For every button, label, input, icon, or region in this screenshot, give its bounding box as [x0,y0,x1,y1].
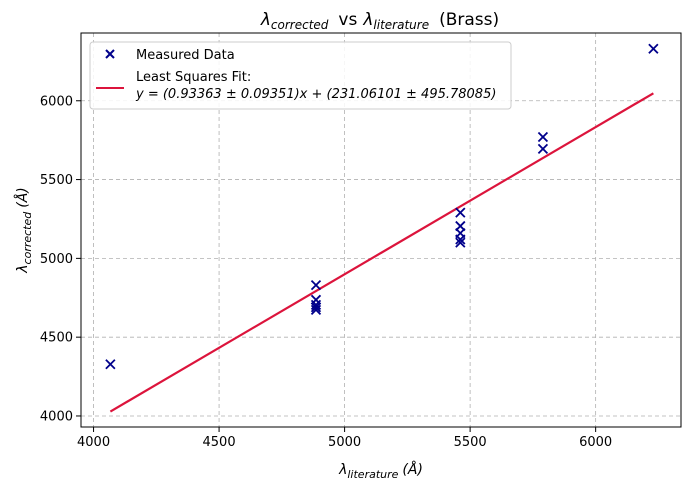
legend-label-fit-line2: y = (0.93363 ± 0.09351)x + (231.06101 ± … [135,87,496,102]
data-point [310,304,322,316]
data-point [105,359,116,370]
x-tick-label: 4500 [203,435,236,450]
x-axis-title: λliterature (Å) [338,461,423,481]
fit-layer [109,92,654,413]
points-layer [105,43,659,370]
y-axis: 4000 4500 5000 5500 6000 [40,94,81,424]
data-point [310,280,322,291]
x-tick-label: 5500 [454,435,487,450]
data-point [310,302,322,313]
data-point [648,43,659,54]
y-tick-label: 4500 [40,331,73,346]
data-point [455,234,466,245]
legend-label-fit-line1: Least Squares Fit: [136,70,251,85]
legend-box [89,41,512,110]
y-tick-label: 6000 [40,94,73,109]
fit-line [109,92,654,413]
data-point [537,143,549,154]
x-tick-label: 5000 [328,435,361,450]
plot-frame [80,32,682,428]
legend-label-measured: Measured Data [136,48,235,63]
legend: Measured Data Least Squares Fit: y = (0.… [89,41,512,110]
x-tick-label: 4000 [77,435,110,450]
x-tick-label: 6000 [579,435,612,450]
data-point [455,237,466,248]
x-axis: 4000 4500 5000 5500 6000 [77,427,612,450]
y-tick-label: 5500 [40,173,73,188]
data-point [537,131,549,143]
data-point [455,207,466,218]
y-tick-label: 5000 [40,252,73,267]
chart-title: λcorrected vs λliterature (Brass) [260,10,499,32]
y-axis-title: λcorrected(Å) [14,187,34,274]
y-tick-label: 4000 [40,409,73,424]
legend-marker-measured [105,49,115,59]
